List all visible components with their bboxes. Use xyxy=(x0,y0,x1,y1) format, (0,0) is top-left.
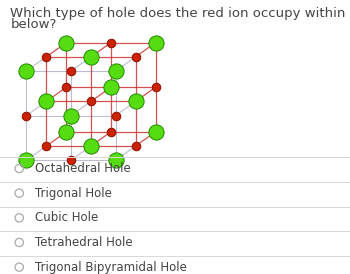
Point xyxy=(108,85,114,89)
Point xyxy=(153,40,159,45)
Point xyxy=(153,130,159,134)
Text: Which type of hole does the red ion occupy within the unit cell pictured: Which type of hole does the red ion occu… xyxy=(10,7,350,20)
Text: Octahedral Hole: Octahedral Hole xyxy=(35,162,131,175)
Point xyxy=(113,69,118,73)
Text: Cubic Hole: Cubic Hole xyxy=(35,211,98,224)
Text: Tetrahedral Hole: Tetrahedral Hole xyxy=(35,236,133,249)
Point xyxy=(23,113,29,118)
Point xyxy=(64,40,69,45)
Point xyxy=(108,40,114,45)
Point xyxy=(68,69,74,73)
Point xyxy=(44,144,49,148)
Point xyxy=(68,113,74,118)
Text: Trigonal Bipyramidal Hole: Trigonal Bipyramidal Hole xyxy=(35,261,187,274)
Point xyxy=(133,99,138,104)
Point xyxy=(64,85,69,89)
Point xyxy=(108,130,114,134)
Point xyxy=(88,144,94,148)
Point xyxy=(88,55,94,59)
Point xyxy=(64,130,69,134)
Point xyxy=(88,99,94,104)
Point xyxy=(153,85,159,89)
Point xyxy=(113,158,118,162)
Point xyxy=(68,158,74,162)
Point xyxy=(113,113,118,118)
Point xyxy=(133,144,138,148)
Point xyxy=(44,99,49,104)
Text: Trigonal Hole: Trigonal Hole xyxy=(35,187,112,200)
Point xyxy=(133,55,138,59)
Text: below?: below? xyxy=(10,18,57,31)
Point xyxy=(23,158,29,162)
Point xyxy=(23,69,29,73)
Point xyxy=(44,55,49,59)
